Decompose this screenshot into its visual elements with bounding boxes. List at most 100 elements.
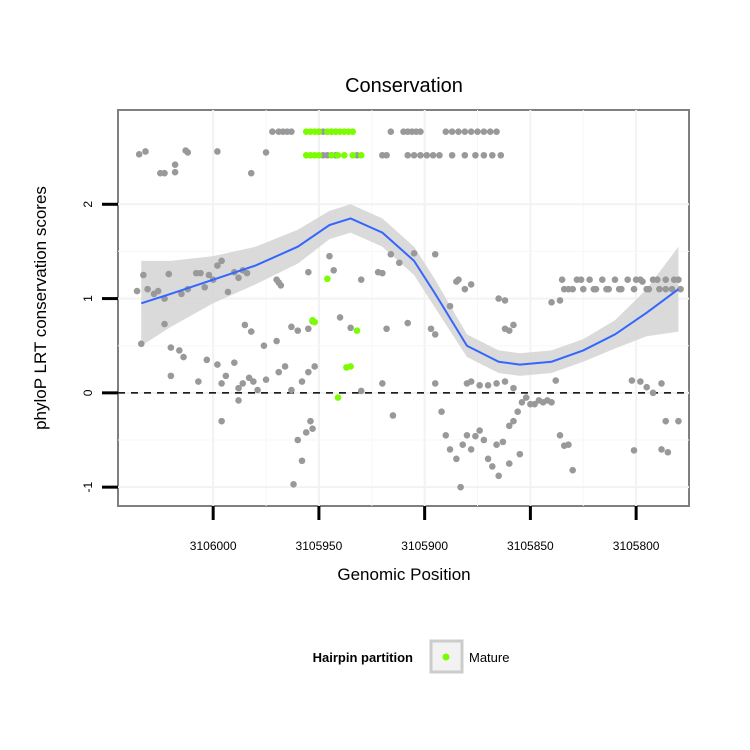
point-other xyxy=(288,386,295,394)
point-other xyxy=(472,432,479,440)
y-axis: -1 0 1 2 xyxy=(81,201,118,492)
point-other xyxy=(431,380,439,387)
point-other xyxy=(404,319,412,327)
point-other xyxy=(336,314,344,321)
point-other xyxy=(224,288,232,296)
point-other xyxy=(590,285,598,293)
point-mature xyxy=(324,275,331,283)
point-mature xyxy=(311,318,318,326)
point-other xyxy=(161,320,168,328)
point-other xyxy=(467,128,475,135)
point-other xyxy=(446,302,454,310)
point-other xyxy=(505,422,513,430)
point-other xyxy=(275,368,283,376)
point-other xyxy=(243,269,251,277)
point-other xyxy=(586,276,593,284)
point-other xyxy=(389,412,397,419)
point-other xyxy=(387,250,395,258)
point-other xyxy=(195,378,202,385)
point-other xyxy=(645,285,653,293)
point-other xyxy=(453,455,460,463)
point-other xyxy=(176,347,183,354)
point-other xyxy=(294,327,302,334)
point-other xyxy=(474,128,481,135)
point-other xyxy=(262,376,270,383)
point-other xyxy=(467,281,475,288)
point-other xyxy=(277,282,285,289)
point-other xyxy=(467,378,475,385)
point-other xyxy=(662,276,670,284)
point-other xyxy=(305,325,312,333)
point-other xyxy=(167,344,175,351)
point-other xyxy=(231,359,238,366)
point-other xyxy=(404,151,412,159)
point-other xyxy=(431,250,439,258)
point-other xyxy=(476,382,483,389)
point-other xyxy=(598,276,606,284)
point-other xyxy=(510,384,517,392)
point-other xyxy=(302,429,310,436)
point-other xyxy=(201,283,209,291)
point-other xyxy=(489,151,496,159)
point-other xyxy=(260,342,268,350)
point-other xyxy=(218,380,225,387)
point-other xyxy=(144,285,151,293)
point-other xyxy=(383,151,390,159)
point-other xyxy=(677,285,684,293)
y-tick-label: -1 xyxy=(81,481,95,492)
point-other xyxy=(182,147,189,154)
point-other xyxy=(305,368,312,376)
point-mature xyxy=(315,151,323,159)
point-other xyxy=(480,151,488,159)
point-mature xyxy=(315,128,323,135)
point-other xyxy=(569,285,576,293)
point-other xyxy=(628,377,636,384)
point-other xyxy=(486,128,494,135)
point-other xyxy=(664,448,672,456)
x-tick-label: 3106000 xyxy=(190,539,237,553)
point-other xyxy=(653,276,661,284)
point-other xyxy=(632,276,640,284)
point-other xyxy=(560,285,568,293)
point-other xyxy=(495,472,502,480)
y-axis-label: phyloP LRT conservation scores xyxy=(31,186,50,430)
point-other xyxy=(167,372,175,380)
point-other xyxy=(294,436,302,444)
point-other xyxy=(410,250,418,257)
legend-key-mature xyxy=(442,653,450,661)
point-other xyxy=(501,378,509,385)
point-other xyxy=(165,270,173,278)
point-other xyxy=(448,151,456,159)
point-other xyxy=(307,417,314,425)
y-tick-label: 2 xyxy=(81,201,95,208)
point-other xyxy=(552,377,560,384)
point-other xyxy=(417,128,424,135)
point-other xyxy=(262,149,270,156)
point-other xyxy=(140,271,147,279)
point-other xyxy=(330,266,338,274)
point-other xyxy=(288,323,295,331)
point-other xyxy=(662,285,670,293)
x-tick-label: 3105950 xyxy=(296,539,343,553)
point-other xyxy=(154,287,162,295)
point-other xyxy=(556,297,564,304)
point-other xyxy=(658,446,665,453)
point-other xyxy=(417,151,424,159)
point-other xyxy=(630,447,638,454)
point-other xyxy=(135,151,143,158)
point-other xyxy=(656,285,663,293)
point-other xyxy=(290,481,297,488)
point-other xyxy=(505,460,513,467)
point-other xyxy=(214,148,221,155)
point-other xyxy=(180,353,187,361)
point-other xyxy=(484,455,492,463)
point-other xyxy=(459,441,467,449)
point-other xyxy=(472,151,479,159)
point-other xyxy=(455,128,462,135)
point-other xyxy=(556,431,564,439)
point-other xyxy=(495,295,502,302)
point-other xyxy=(510,417,517,425)
point-other xyxy=(298,378,306,385)
point-other xyxy=(670,276,678,284)
point-other xyxy=(480,128,488,135)
